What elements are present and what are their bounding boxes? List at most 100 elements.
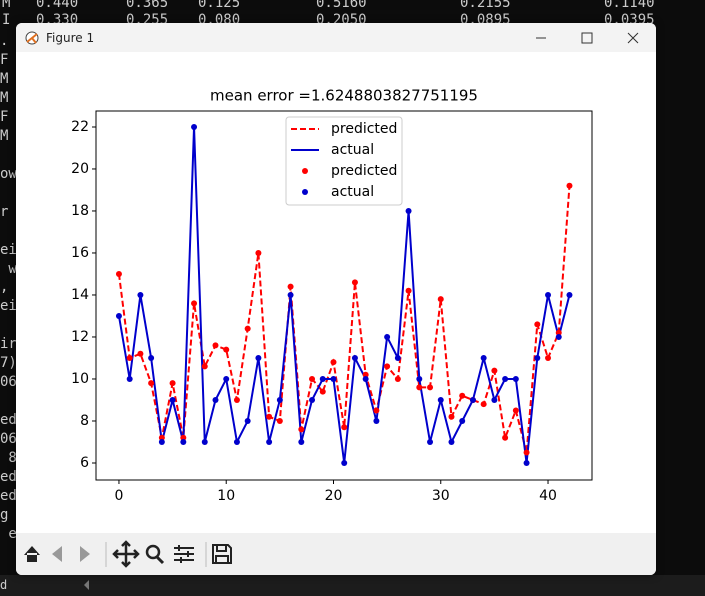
point — [523, 449, 530, 456]
window-controls — [536, 32, 639, 44]
terminal-text: w — [0, 261, 17, 277]
point — [566, 291, 573, 298]
point — [362, 371, 369, 378]
y-tick-label: 20 — [71, 161, 89, 177]
point — [298, 426, 305, 433]
point — [555, 333, 562, 340]
point — [437, 296, 444, 303]
y-tick-label: 14 — [71, 287, 89, 303]
legend-marker — [302, 168, 308, 174]
terminal-text: ed — [0, 412, 17, 428]
back-button[interactable] — [52, 546, 62, 562]
point — [212, 342, 219, 349]
terminal-text: 0.5160 — [316, 0, 367, 11]
pan-button[interactable] — [112, 540, 140, 568]
point — [255, 354, 262, 361]
point — [373, 417, 380, 424]
y-tick-label: 22 — [71, 119, 89, 135]
point — [201, 438, 208, 445]
terminal-text: M — [0, 90, 9, 106]
point — [480, 354, 487, 361]
point — [201, 363, 208, 370]
terminal-text: 0.2155 — [460, 0, 511, 11]
point — [115, 270, 122, 277]
point — [169, 380, 176, 387]
close-button[interactable] — [627, 32, 639, 44]
point — [191, 300, 198, 307]
configure-button[interactable] — [174, 545, 194, 563]
point — [394, 375, 401, 382]
point — [427, 384, 434, 391]
terminal-text: 0.125 — [198, 0, 241, 11]
point — [330, 359, 337, 366]
y-tick-label: 10 — [71, 371, 89, 387]
point — [191, 123, 198, 130]
point — [158, 438, 165, 445]
point — [459, 392, 466, 399]
home-button[interactable] — [24, 546, 40, 562]
terminal-text: F — [0, 52, 9, 68]
point — [405, 207, 412, 214]
window-title: Figure 1 — [46, 30, 95, 45]
zoom-button[interactable] — [145, 544, 165, 565]
point — [244, 325, 251, 332]
axes-frame — [95, 110, 593, 481]
terminal-text: M — [0, 128, 9, 144]
point — [394, 354, 401, 361]
save-button[interactable] — [212, 544, 232, 564]
point — [373, 407, 380, 414]
point — [298, 438, 305, 445]
terminal-text: ir — [0, 336, 17, 352]
y-tick-label: 12 — [71, 329, 89, 345]
legend-box — [285, 116, 403, 206]
point — [137, 291, 144, 298]
point — [534, 321, 541, 328]
point — [330, 375, 337, 382]
point — [351, 354, 358, 361]
point — [255, 249, 262, 256]
point — [287, 291, 294, 298]
x-tick-label: 20 — [325, 488, 343, 504]
point — [416, 384, 423, 391]
terminal-text: ed — [0, 469, 17, 485]
legend-label: predicted — [331, 163, 397, 179]
scroll-arrow[interactable] — [82, 579, 92, 591]
y-tick-label: 8 — [80, 413, 89, 429]
point — [169, 396, 176, 403]
forward-button[interactable] — [80, 546, 90, 562]
point — [244, 417, 251, 424]
point — [319, 388, 326, 395]
point — [512, 375, 519, 382]
terminal-text: 0.365 — [126, 0, 169, 11]
point — [480, 401, 487, 408]
point — [266, 438, 273, 445]
point — [341, 459, 348, 466]
point — [276, 417, 283, 424]
toolbar-icons — [24, 540, 232, 568]
point — [416, 375, 423, 382]
point — [448, 438, 455, 445]
x-tick-label: 0 — [114, 488, 123, 504]
point — [459, 417, 466, 424]
point — [233, 396, 240, 403]
chart: mean error =1.6248803827751195 6 8 10 12 14 1… — [71, 87, 593, 504]
point — [502, 375, 509, 382]
toolbar — [16, 533, 656, 575]
point — [158, 434, 165, 441]
title-bar: Figure 1 — [16, 23, 656, 52]
terminal-text: . — [0, 33, 9, 49]
terminal-text: g — [0, 507, 9, 523]
app-icon — [25, 31, 39, 44]
terminal-text: 06 — [0, 374, 17, 390]
legend-label: predicted — [331, 121, 397, 137]
point — [491, 396, 498, 403]
point — [115, 312, 122, 319]
point — [555, 329, 562, 336]
maximize-button[interactable] — [581, 32, 593, 44]
point — [491, 367, 498, 374]
point — [148, 380, 155, 387]
status-text: d — [0, 578, 8, 592]
point — [341, 424, 348, 431]
point — [437, 396, 444, 403]
